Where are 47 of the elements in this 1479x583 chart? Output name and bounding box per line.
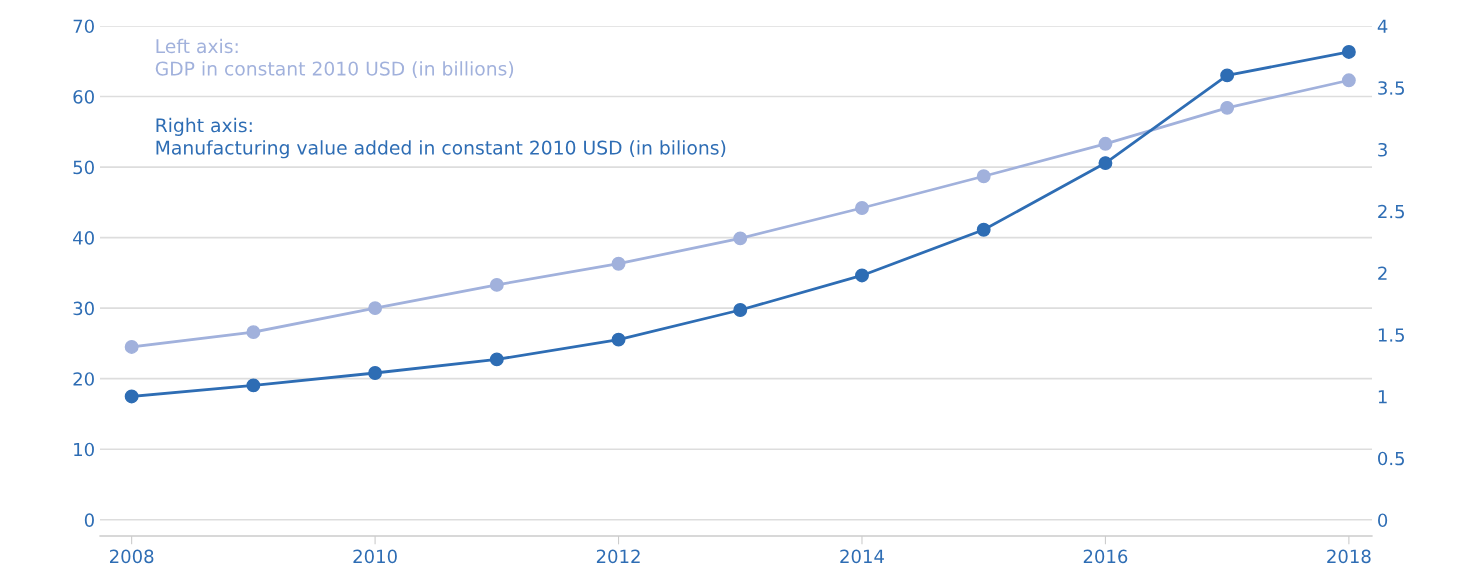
y-tick-label: 70: [73, 19, 94, 34]
y-tick-label: 0: [84, 513, 94, 527]
y-tick-label: 40: [73, 231, 94, 245]
x-tick-label: 2008: [110, 549, 154, 564]
point: [1341, 44, 1356, 59]
point: [124, 389, 139, 404]
point: [611, 256, 626, 271]
point: [489, 352, 504, 367]
point: [733, 303, 748, 317]
x-tick-label: 2014: [840, 549, 884, 564]
point: [1341, 73, 1356, 88]
point: [124, 340, 139, 354]
y2-tick-label: 4: [1377, 19, 1388, 33]
point: [1098, 136, 1113, 151]
point: [733, 231, 748, 246]
point: [976, 222, 991, 237]
y-tick-label: 60: [73, 90, 94, 104]
point: [1220, 68, 1235, 83]
point: [855, 201, 869, 215]
x-tick-label: 2016: [1083, 549, 1128, 564]
point: [1098, 156, 1113, 171]
y2-tick-label: 3: [1378, 142, 1387, 157]
point: [368, 366, 383, 380]
x-tick-label: 2010: [353, 549, 397, 564]
y-tick-label: 20: [73, 372, 94, 386]
y2-tick-label: 0.5: [1378, 451, 1404, 466]
point: [246, 378, 261, 393]
y-tick-label: 50: [73, 160, 94, 175]
point: [368, 301, 383, 316]
y2-tick-label: 3.5: [1378, 81, 1404, 95]
y2-tick-label: 2.5: [1378, 204, 1404, 219]
point: [976, 169, 991, 184]
y2-tick-label: 1: [1378, 390, 1387, 404]
x-tick-label: 2012: [596, 549, 640, 564]
point: [855, 268, 869, 283]
y-tick-label: 30: [73, 301, 94, 316]
y2-tick-label: 0: [1378, 513, 1388, 528]
y2-tick-label: 2: [1378, 266, 1387, 280]
point: [611, 332, 626, 347]
point: [489, 277, 504, 292]
text: Left axis: GDP in constant 2010 USD (in billions): [155, 38, 514, 78]
y2-tick-label: 1.5: [1378, 328, 1404, 342]
x-tick-label: 2018: [1327, 549, 1371, 564]
y-tick-label: 10: [74, 442, 94, 457]
text: Right axis: Manufacturing value added in constant 2010 USD (in bilions): [156, 117, 726, 159]
point: [246, 325, 261, 340]
point: [1220, 100, 1235, 115]
